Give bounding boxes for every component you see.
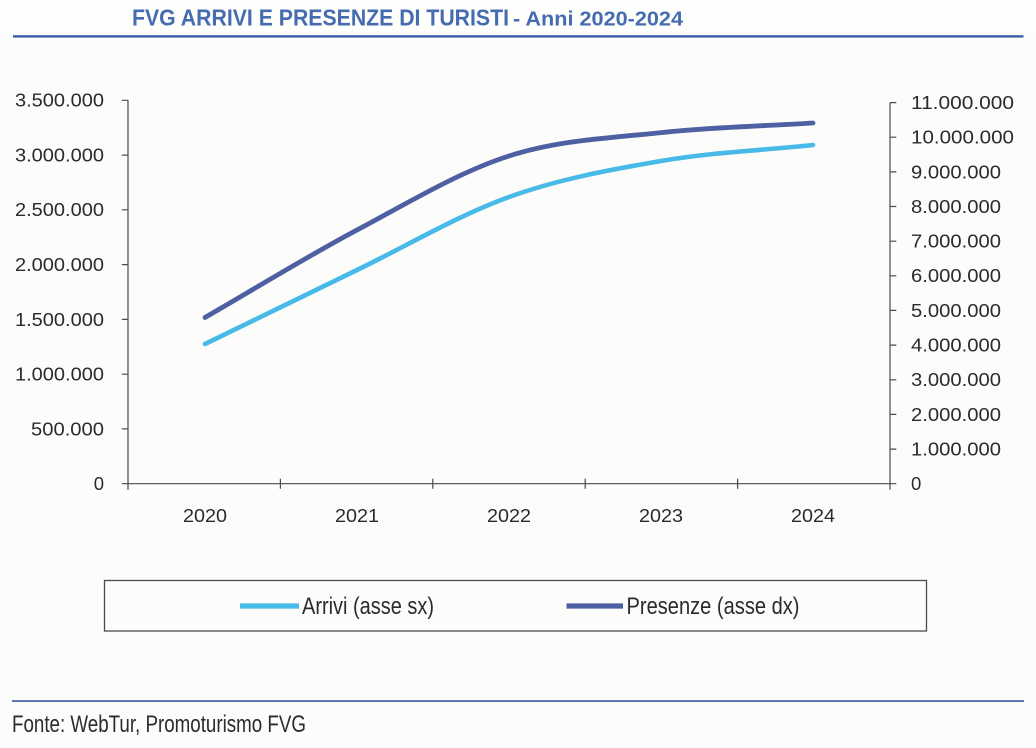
svg-text:1.000.000: 1.000.000 <box>911 439 1001 460</box>
svg-text:500.000: 500.000 <box>31 418 104 439</box>
svg-text:FVG ARRIVI E PRESENZE DI TURIS: FVG ARRIVI E PRESENZE DI TURISTI <box>132 5 509 31</box>
svg-text:5.000.000: 5.000.000 <box>911 300 1001 321</box>
svg-text:6.000.000: 6.000.000 <box>911 265 1001 286</box>
svg-text:0: 0 <box>911 473 921 494</box>
svg-text:2022: 2022 <box>487 505 531 526</box>
svg-text:10.000.000: 10.000.000 <box>911 127 1014 148</box>
svg-text:2021: 2021 <box>335 505 379 526</box>
svg-text:11.000.000: 11.000.000 <box>911 92 1014 113</box>
svg-text:Arrivi (asse sx): Arrivi (asse sx) <box>302 593 434 620</box>
svg-text:1.000.000: 1.000.000 <box>15 364 104 385</box>
svg-text:7.000.000: 7.000.000 <box>911 231 1001 252</box>
svg-text:4.000.000: 4.000.000 <box>911 335 1001 356</box>
svg-text:2020: 2020 <box>183 505 227 526</box>
svg-text:2.000.000: 2.000.000 <box>911 404 1001 425</box>
svg-text:- Anni 2020-2024: - Anni 2020-2024 <box>513 9 684 31</box>
svg-text:Fonte: WebTur, Promoturismo FV: Fonte: WebTur, Promoturismo FVG <box>12 711 306 738</box>
svg-text:3.000.000: 3.000.000 <box>911 369 1001 390</box>
svg-text:9.000.000: 9.000.000 <box>911 161 1001 182</box>
svg-text:2024: 2024 <box>791 505 835 526</box>
svg-text:3.000.000: 3.000.000 <box>15 145 104 166</box>
svg-text:2023: 2023 <box>639 505 683 526</box>
svg-text:2.000.000: 2.000.000 <box>15 254 104 275</box>
svg-text:2.500.000: 2.500.000 <box>15 199 104 220</box>
svg-text:0: 0 <box>94 473 104 494</box>
svg-text:Presenze (asse dx): Presenze (asse dx) <box>627 593 800 620</box>
svg-text:3.500.000: 3.500.000 <box>15 90 104 111</box>
svg-text:1.500.000: 1.500.000 <box>15 309 104 330</box>
svg-text:8.000.000: 8.000.000 <box>911 196 1001 217</box>
